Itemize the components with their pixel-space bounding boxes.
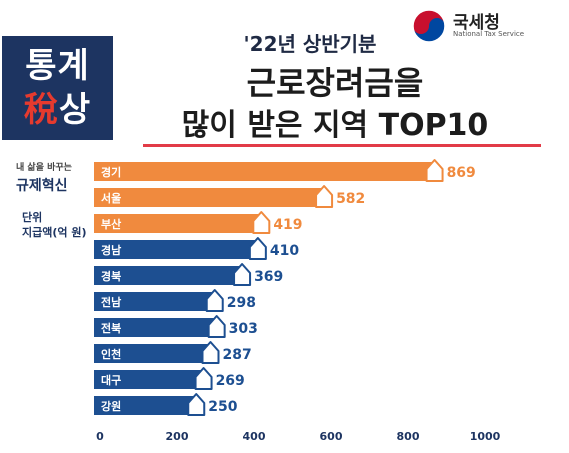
house-icon	[315, 185, 334, 208]
stats-badge: 통계 稅상	[2, 36, 113, 140]
value-label: 269	[216, 373, 245, 389]
value-label: 250	[208, 399, 237, 415]
value-label: 419	[273, 217, 302, 233]
bar-7	[94, 318, 217, 337]
title-period: '22년 상반기분	[243, 32, 377, 56]
title-line-2: 많이 받은 지역 TOP10	[181, 108, 489, 143]
bar-9	[94, 370, 204, 389]
value-label: 869	[447, 165, 476, 181]
house-icon	[187, 393, 206, 416]
unit-note: 단위 지급액(억 원)	[22, 210, 86, 240]
house-icon	[425, 159, 444, 182]
badge-red-char: 稅	[23, 90, 59, 130]
brand-name: 국세청	[453, 13, 500, 33]
slogan-main: 규제혁신	[16, 178, 68, 194]
x-tick-label: 600	[320, 430, 343, 443]
bar-2	[94, 188, 325, 207]
badge-line-2: 稅상	[2, 90, 113, 130]
value-label: 582	[336, 191, 365, 207]
house-icon	[201, 341, 220, 364]
house-icon	[194, 367, 213, 390]
title-underline	[143, 144, 541, 147]
value-label: 287	[222, 347, 251, 363]
badge-line-1: 통계	[25, 46, 90, 86]
value-label: 303	[229, 321, 258, 337]
x-tick-label: 800	[397, 430, 420, 443]
slogan: 내 삶을 바꾸는 규제혁신	[16, 160, 106, 195]
slogan-sub: 내 삶을 바꾸는	[16, 163, 72, 173]
house-icon	[252, 211, 271, 234]
bar-6	[94, 292, 215, 311]
x-tick-label: 1000	[470, 430, 501, 443]
x-tick-label: 200	[166, 430, 189, 443]
house-icon	[207, 315, 226, 338]
category-label: 인천	[101, 347, 121, 361]
bar-3	[94, 214, 262, 233]
unit-label: 단위	[22, 211, 43, 224]
taegeuk-logo-icon	[412, 9, 446, 43]
house-icon	[248, 237, 267, 260]
category-label: 전북	[101, 321, 121, 335]
unit-value: 지급액(억 원)	[22, 226, 87, 239]
category-label: 대구	[101, 373, 121, 387]
house-icon	[233, 263, 252, 286]
category-label: 경북	[101, 269, 121, 283]
category-label: 전남	[101, 295, 121, 309]
x-tick-label: 0	[96, 430, 104, 443]
category-label: 서울	[101, 191, 121, 205]
bar-10	[94, 396, 197, 415]
bar-8	[94, 344, 211, 363]
value-label: 298	[227, 295, 256, 311]
bar-4	[94, 240, 258, 259]
brand-sub: National Tax Service	[453, 30, 525, 38]
house-icon	[205, 289, 224, 312]
category-label: 경남	[101, 243, 121, 257]
value-label: 369	[254, 269, 283, 285]
category-label: 부산	[101, 217, 121, 231]
title-line-1: 근로장려금을	[246, 64, 424, 102]
category-label: 강원	[101, 399, 121, 413]
bar-5	[94, 266, 243, 285]
category-label: 경기	[101, 165, 121, 179]
x-tick-label: 400	[243, 430, 266, 443]
bar-1	[94, 162, 435, 181]
nts-brand: 국세청 National Tax Service	[411, 6, 561, 46]
value-label: 410	[270, 243, 299, 259]
badge-char: 상	[58, 90, 92, 130]
